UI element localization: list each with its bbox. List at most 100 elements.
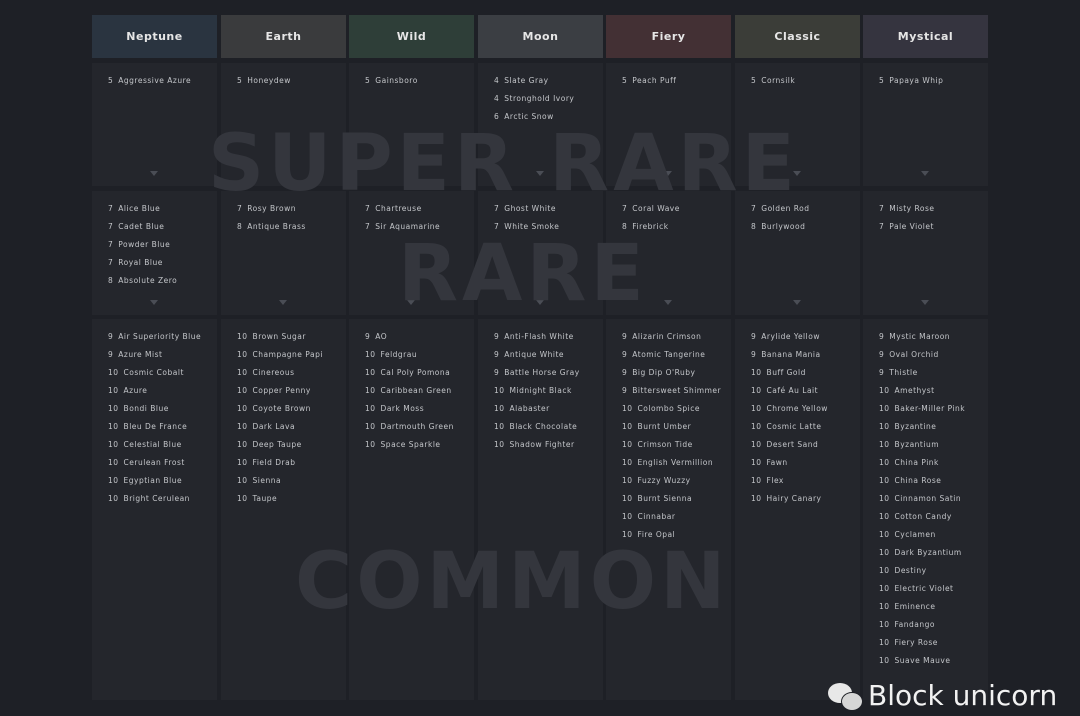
list-item: 10 Amethyst <box>879 385 988 403</box>
item-name: Fandango <box>894 620 935 629</box>
color-list: 5 Cornsilk <box>735 63 860 93</box>
item-count: 10 <box>879 422 890 431</box>
expand-arrow-icon[interactable] <box>279 171 287 176</box>
expand-arrow-icon[interactable] <box>536 300 544 305</box>
list-item: 9 Alizarin Crimson <box>622 331 731 349</box>
item-name: Alabaster <box>509 404 550 413</box>
list-item: 10 Caribbean Green <box>365 385 474 403</box>
section-common: 9 Mystic Maroon 9 Oval Orchid 9 Thistle 10 Amet… <box>863 319 988 700</box>
color-list: 9 Alizarin Crimson 9 Atomic Tangerine 9 Big D… <box>606 319 731 547</box>
expand-arrow-icon[interactable] <box>664 300 672 305</box>
column-header: Classic <box>735 15 860 58</box>
list-item: 9 Air Superiority Blue <box>108 331 217 349</box>
color-list: 9 Arylide Yellow 9 Banana Mania 10 Buff Gold 1… <box>735 319 860 511</box>
list-item: 10 Electric Violet <box>879 583 988 601</box>
item-name: Sienna <box>252 476 282 485</box>
item-count: 10 <box>879 656 890 665</box>
list-item: 7 Golden Rod <box>751 203 860 221</box>
item-count: 9 <box>622 386 628 395</box>
expand-arrow-icon[interactable] <box>407 171 415 176</box>
list-item: 7 Royal Blue <box>108 257 217 275</box>
item-name: Field Drab <box>252 458 296 467</box>
list-item: 10 Flex <box>751 475 860 493</box>
item-count: 10 <box>494 422 505 431</box>
expand-arrow-icon[interactable] <box>793 171 801 176</box>
section-super-rare: 5 Peach Puff <box>606 63 731 186</box>
brand-watermark: Block unicorn <box>828 680 1057 712</box>
item-count: 10 <box>879 494 890 503</box>
item-count: 10 <box>622 530 633 539</box>
item-count: 4 <box>494 94 500 103</box>
item-count: 10 <box>879 476 890 485</box>
column-header: Moon <box>478 15 603 58</box>
item-count: 10 <box>237 404 248 413</box>
expand-arrow-icon[interactable] <box>921 300 929 305</box>
item-name: China Rose <box>894 476 942 485</box>
item-count: 10 <box>751 476 762 485</box>
list-item: 10 Cinereous <box>237 367 346 385</box>
item-count: 10 <box>494 440 505 449</box>
list-item: 5 Peach Puff <box>622 75 731 93</box>
list-item: 10 Cinnamon Satin <box>879 493 988 511</box>
color-list: 7 Ghost White 7 White Smoke <box>478 191 603 239</box>
item-count: 4 <box>494 76 500 85</box>
item-count: 10 <box>237 332 248 341</box>
item-name: White Smoke <box>504 222 560 231</box>
item-count: 7 <box>494 222 500 231</box>
list-item: 8 Burlywood <box>751 221 860 239</box>
item-count: 10 <box>494 386 505 395</box>
item-name: Alice Blue <box>118 204 161 213</box>
item-name: Anti-Flash White <box>504 332 574 341</box>
expand-arrow-icon[interactable] <box>921 171 929 176</box>
list-item: 9 AO <box>365 331 474 349</box>
item-name: Café Au Lait <box>766 386 819 395</box>
item-count: 10 <box>108 494 119 503</box>
item-count: 10 <box>108 368 119 377</box>
list-item: 9 Banana Mania <box>751 349 860 367</box>
item-name: Baker-Miller Pink <box>894 404 966 413</box>
item-name: Suave Mauve <box>894 656 951 665</box>
expand-arrow-icon[interactable] <box>536 171 544 176</box>
item-name: Fuzzy Wuzzy <box>637 476 691 485</box>
item-name: Desert Sand <box>766 440 819 449</box>
list-item: 10 Fire Opal <box>622 529 731 547</box>
item-count: 10 <box>879 566 890 575</box>
item-count: 10 <box>879 530 890 539</box>
item-name: Azure <box>123 386 148 395</box>
item-name: Burlywood <box>761 222 806 231</box>
item-name: AO <box>375 332 388 341</box>
list-item: 10 Cosmic Latte <box>751 421 860 439</box>
section-common: 9 Anti-Flash White 9 Antique White 9 Battle H… <box>478 319 603 700</box>
item-name: Burnt Umber <box>637 422 692 431</box>
color-list: 5 Gainsboro <box>349 63 474 93</box>
item-name: Cosmic Cobalt <box>123 368 184 377</box>
item-name: Dark Moss <box>380 404 425 413</box>
item-name: Egyptian Blue <box>123 476 183 485</box>
item-name: Coyote Brown <box>252 404 311 413</box>
color-list: 9 Mystic Maroon 9 Oval Orchid 9 Thistle 10 Amet… <box>863 319 988 673</box>
wechat-icon <box>828 681 863 711</box>
item-count: 10 <box>751 404 762 413</box>
item-count: 9 <box>622 350 628 359</box>
item-name: Azure Mist <box>118 350 163 359</box>
list-item: 10 Crimson Tide <box>622 439 731 457</box>
item-name: Slate Gray <box>504 76 549 85</box>
list-item: 7 Rosy Brown <box>237 203 346 221</box>
expand-arrow-icon[interactable] <box>279 300 287 305</box>
expand-arrow-icon[interactable] <box>664 171 672 176</box>
expand-arrow-icon[interactable] <box>150 171 158 176</box>
item-name: Colombo Spice <box>637 404 700 413</box>
list-item: 9 Azure Mist <box>108 349 217 367</box>
list-item: 10 Fuzzy Wuzzy <box>622 475 731 493</box>
item-name: Firebrick <box>632 222 669 231</box>
item-count: 10 <box>365 422 376 431</box>
expand-arrow-icon[interactable] <box>150 300 158 305</box>
expand-arrow-icon[interactable] <box>793 300 801 305</box>
item-count: 5 <box>879 76 885 85</box>
expand-arrow-icon[interactable] <box>407 300 415 305</box>
color-list: 7 Alice Blue 7 Cadet Blue 7 Powder Blue 7 Royal… <box>92 191 217 293</box>
list-item: 10 Destiny <box>879 565 988 583</box>
list-item: 10 Suave Mauve <box>879 655 988 673</box>
item-name: Arctic Snow <box>504 112 554 121</box>
column-header: Wild <box>349 15 474 58</box>
